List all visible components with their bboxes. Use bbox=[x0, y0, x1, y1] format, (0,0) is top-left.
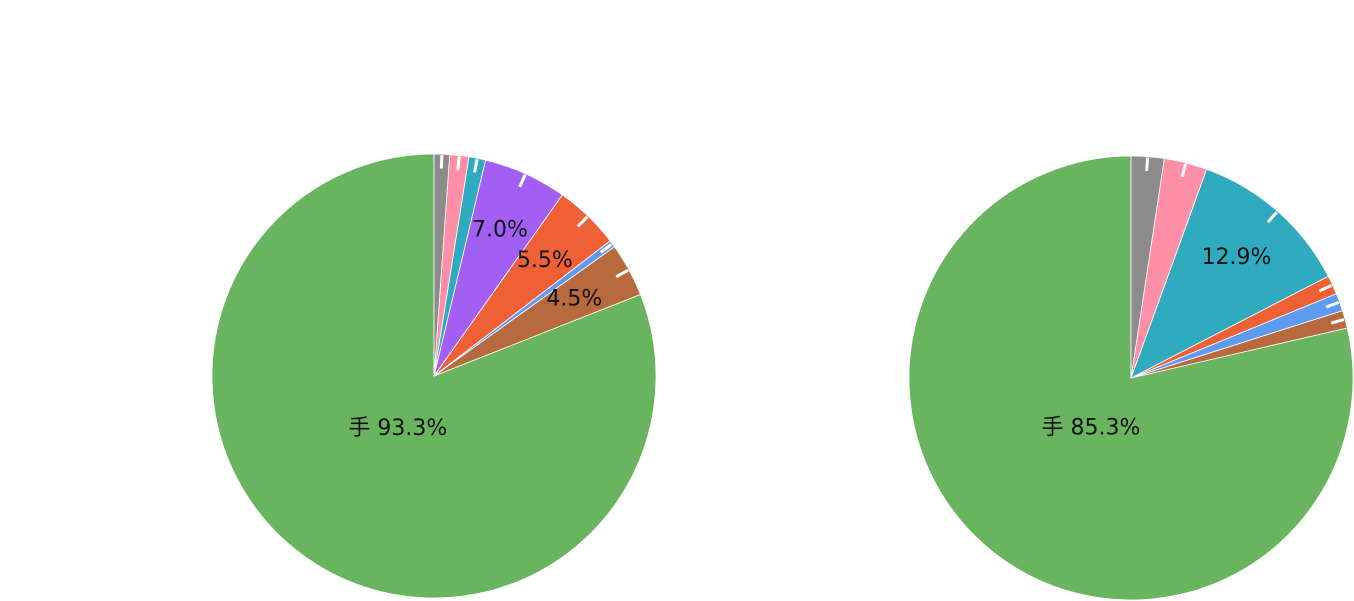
right-slice-tick-4 bbox=[1266, 211, 1278, 224]
left-slice-label-1: 4.5% bbox=[546, 287, 602, 312]
pie-chart-left: 手 93.3% 4.5% 5.5% 7.0% bbox=[211, 153, 657, 599]
left-slice-tick-3 bbox=[576, 215, 589, 228]
left-slice-tick-4 bbox=[518, 174, 527, 188]
left-slice-tick-6 bbox=[456, 156, 461, 170]
right-pie-slice-6 bbox=[1130, 155, 1165, 379]
right-slice-tick-3 bbox=[1318, 283, 1333, 293]
right-slice-label-0: 手 85.3% bbox=[1041, 415, 1140, 440]
left-slice-label-4: 7.0% bbox=[472, 217, 528, 242]
left-slice-label-3: 5.5% bbox=[517, 248, 573, 273]
pie-chart-right: 手 85.3% 12.9% bbox=[908, 155, 1354, 601]
right-slice-tick-5 bbox=[1180, 163, 1187, 178]
right-slice-tick-6 bbox=[1145, 157, 1150, 172]
left-slice-tick-2 bbox=[599, 243, 613, 254]
right-pie-slice-4 bbox=[1130, 168, 1329, 379]
right-slice-label-4: 12.9% bbox=[1202, 245, 1272, 270]
left-slice-tick-5 bbox=[473, 159, 479, 173]
right-slice-tick-1 bbox=[1330, 318, 1345, 325]
left-slice-tick-1 bbox=[615, 268, 629, 278]
right-slice-tick-2 bbox=[1325, 301, 1340, 309]
right-pie-slice-0 bbox=[908, 155, 1354, 601]
left-pie-slice-7 bbox=[433, 153, 451, 377]
left-slice-label-0: 手 93.3% bbox=[348, 416, 447, 441]
